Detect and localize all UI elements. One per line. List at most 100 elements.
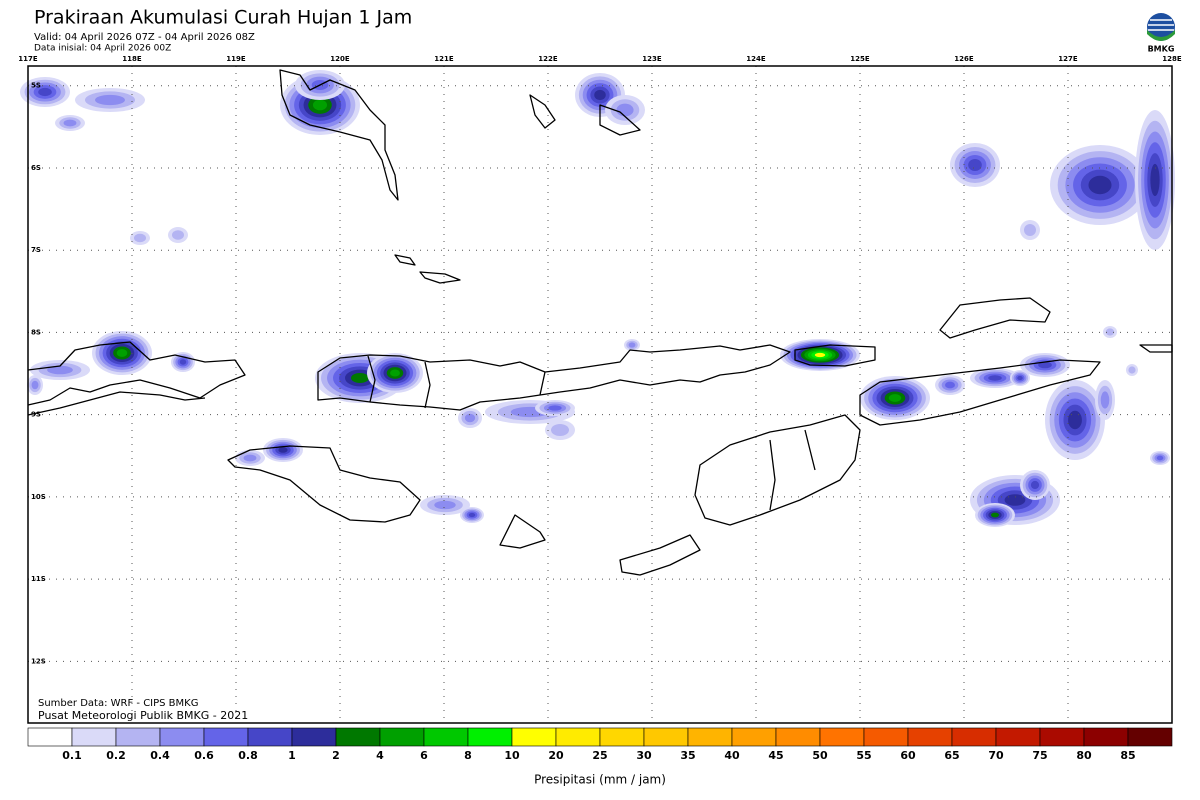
rain-cell [1150,163,1160,197]
rain-cell [468,512,476,518]
colorbar-box [423,727,469,747]
colorbar-tick: 1 [288,749,296,762]
lat-label: 9S [31,411,41,419]
rain-cell [1088,175,1112,195]
rain-cell [1156,455,1164,461]
colorbar-tick: 10 [504,749,520,762]
colorbar-box [1127,727,1173,747]
colorbar-box [995,727,1041,747]
colorbar-tick: 2 [332,749,340,762]
rain-cell [31,380,39,390]
colorbar-box [71,727,117,747]
colorbar-tick: 0.6 [194,749,214,762]
rain-cell [945,381,955,389]
colorbar-tick: 80 [1076,749,1092,762]
colorbar-box [951,727,997,747]
rain-cell [1100,391,1110,409]
coastlines [27,69,1173,576]
rain-cell [1030,480,1040,490]
colorbar-box [379,727,425,747]
initial-time: Data inisial: 04 April 2026 00Z [34,44,171,54]
colorbar-box [863,727,909,747]
rain-cell [988,375,1002,381]
lon-label: 122E [538,55,558,63]
colorbar-tick: 0.4 [150,749,170,762]
valid-time: Valid: 04 April 2026 07Z - 04 April 2026… [34,32,255,43]
colorbar-box [467,727,513,747]
colorbar-label: Presipitasi (mm / jam) [534,773,666,787]
lon-label: 120E [330,55,350,63]
rain-cell [116,349,128,357]
rain-cell [47,365,73,375]
title: Prakiraan Akumulasi Curah Hujan 1 Jam [34,7,412,29]
lon-label: 123E [642,55,662,63]
map-frame [27,65,1173,724]
lon-label: 128E [1162,55,1182,63]
lon-label: 118E [122,55,142,63]
colorbar-tick: 85 [1120,749,1135,762]
colorbar-tick: 35 [680,749,695,762]
colorbar-box [687,727,733,747]
rain-cell [312,99,328,111]
colorbar-tick: 25 [592,749,607,762]
colorbar-box [731,727,777,747]
rain-cell [95,94,125,106]
rain-cell [351,373,369,383]
colorbar-tick: 0.1 [62,749,82,762]
lat-label: 6S [31,164,41,172]
rain-cell [548,405,562,411]
rain-cell [968,159,982,171]
colorbar-box [819,727,865,747]
rain-cell [814,352,826,358]
lat-label: 12S [31,657,46,665]
rain-cell [172,230,184,240]
rain-cell [434,500,456,510]
lat-label: 11S [31,575,46,583]
rain-cell [63,119,77,127]
colorbar-box [115,727,161,747]
rain-cell [390,369,400,377]
rain-cell [1017,375,1023,381]
colorbar-box [335,727,381,747]
grid [27,66,1173,723]
lon-label: 127E [1058,55,1078,63]
lon-label: 119E [226,55,246,63]
colorbar-tick: 50 [812,749,828,762]
rain-field [20,70,1175,527]
lon-label: 121E [434,55,454,63]
colorbar-tick: 0.8 [238,749,258,762]
logo-text: BMKG [1148,45,1175,54]
colorbar: 0.1 0.2 0.4 0.6 0.8 1 2 4 6 8 10 20 25 30 35 40 45 50 55 60… [27,727,1173,762]
colorbar-tick: 65 [944,749,959,762]
rain-cell [1024,224,1036,236]
lon-label: 117E [18,55,38,63]
colorbar-box [511,727,557,747]
colorbar-tick: 4 [376,749,384,762]
lon-label: 125E [850,55,870,63]
source-note: Sumber Data: WRF - CIPS BMKG [38,698,198,709]
rain-cell [1105,328,1115,336]
colorbar-box [907,727,953,747]
lat-label: 10S [31,493,46,501]
rain-cell [594,89,606,101]
colorbar-tick: 55 [856,749,871,762]
colorbar-box [555,727,601,747]
rain-cell [551,424,569,436]
colorbar-box [1083,727,1129,747]
lat-label: 7S [31,246,41,254]
colorbar-box [247,727,293,747]
rain-cell [616,103,634,117]
rain-cell [464,413,476,423]
rain-cell [243,454,257,462]
credit-note: Pusat Meteorologi Publik BMKG - 2021 [38,709,248,722]
colorbar-box [1039,727,1085,747]
colorbar-tick: 45 [768,749,783,762]
rain-cell [134,233,146,243]
rain-cell [1038,361,1052,369]
colorbar-tick: 6 [420,749,428,762]
rain-cell [179,359,187,365]
rain-cell [278,447,288,453]
colorbar-tick: 8 [464,749,472,762]
colorbar-box [27,727,73,747]
